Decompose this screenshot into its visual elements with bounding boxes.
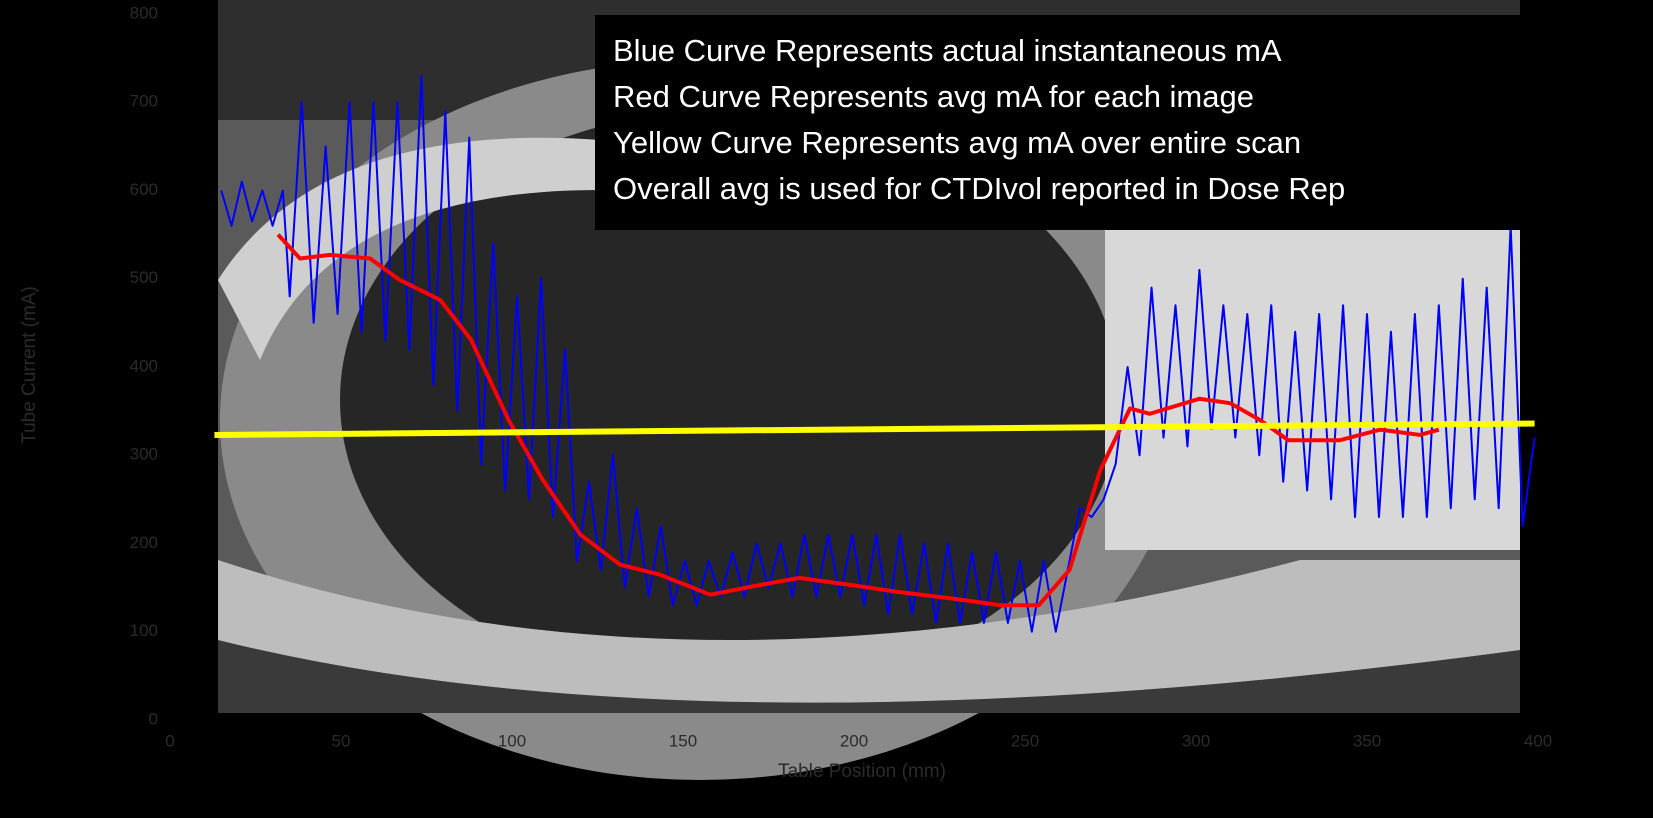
y-tick-label: 600 <box>130 180 158 199</box>
x-tick-label: 200 <box>840 731 868 750</box>
x-tick-label: 50 <box>332 731 351 750</box>
annotation-line: Blue Curve Represents actual instantaneo… <box>613 33 1282 68</box>
annotation-line: Overall avg is used for CTDIvol reported… <box>613 171 1345 206</box>
y-tick-label: 700 <box>130 92 158 111</box>
x-tick-label: 250 <box>1011 731 1039 750</box>
y-tick-label: 0 <box>149 709 158 728</box>
x-tick-label: 350 <box>1353 731 1381 750</box>
x-tick-label: 400 <box>1524 731 1552 750</box>
y-tick-label: 300 <box>130 445 158 464</box>
y-tick-label: 100 <box>130 621 158 640</box>
y-tick-label: 200 <box>130 533 158 552</box>
x-axis-label: Table Position (mm) <box>778 761 946 782</box>
annotation-line: Yellow Curve Represents avg mA over enti… <box>613 125 1301 160</box>
x-tick-label: 0 <box>165 731 174 750</box>
x-tick-label: 150 <box>669 731 697 750</box>
annotation-line: Red Curve Represents avg mA for each ima… <box>613 79 1254 114</box>
chart: Table Position (mm) Tube Current (mA) Bl… <box>0 0 1653 818</box>
y-axis-label: Tube Current (mA) <box>19 286 40 444</box>
y-tick-label: 400 <box>130 356 158 375</box>
y-tick-label: 800 <box>130 3 158 22</box>
x-tick-label: 100 <box>498 731 526 750</box>
y-tick-label: 500 <box>130 268 158 287</box>
x-tick-label: 300 <box>1182 731 1210 750</box>
